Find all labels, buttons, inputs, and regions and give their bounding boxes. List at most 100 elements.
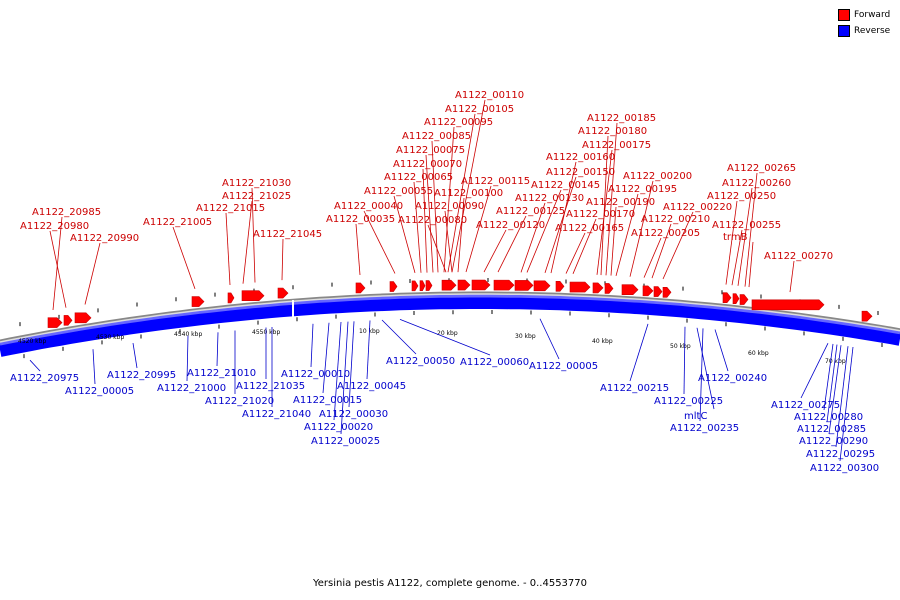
forward-gene-arrow [732,293,740,304]
forward-leader-line [550,161,577,274]
reverse-leader-line [322,322,330,394]
reverse-leader-line [683,326,686,395]
forward-leader-line [748,241,754,288]
forward-leader-line [281,238,284,281]
forward-gene-arrow [191,296,205,307]
reverse-gene-label: A1122_00280 [794,412,863,423]
reverse-gene-label: A1122_00225 [654,396,723,407]
forward-leader-line [643,237,662,278]
forward-gene-label: A1122_00190 [586,197,655,208]
forward-gene-label: A1122_20990 [70,233,139,244]
reverse-leader-line [186,335,189,382]
forward-gene-label: A1122_00210 [641,214,710,225]
forward-leader-line [49,230,67,308]
reverse-track [0,295,900,357]
forward-gene-label: A1122_00120 [476,220,545,231]
forward-leader-line [544,176,577,274]
forward-leader-line [483,229,507,273]
forward-gene-arrow [493,279,515,291]
reverse-track-highlight [0,294,900,346]
reverse-leader-line [333,321,342,421]
reverse-gene-label: A1122_00025 [311,436,380,447]
reverse-leader-line [399,318,491,356]
forward-leader-line [457,197,465,273]
scale-label: 40 kbp [592,338,613,345]
forward-gene-label: trmB [723,232,748,243]
forward-gene-label: A1122_00160 [546,152,615,163]
forward-gene-label: A1122_00095 [424,117,493,128]
scale-label: 30 kbp [515,333,536,340]
reverse-gene-label: A1122_00020 [304,422,373,433]
forward-gene-arrow [419,280,426,291]
reverse-gene-label: A1122_00005 [529,361,598,372]
reverse-gene-label: A1122_00215 [600,383,669,394]
forward-gene-arrow [47,317,63,328]
scale-label: 4530 kbp [96,334,124,341]
forward-gene-label: A1122_00260 [722,178,791,189]
forward-leader-line [520,202,546,273]
forward-leader-line [615,193,639,276]
forward-gene-arrow [277,287,289,299]
scale-label: 70 kbp [825,358,846,365]
reverse-gene-label: A1122_00285 [797,424,866,435]
forward-gene-arrow [514,280,534,291]
forward-leader-line [413,181,422,273]
reverse-leader-line [800,343,829,399]
forward-gene-label: A1122_00090 [415,201,484,212]
forward-gene-label: A1122_00130 [515,193,584,204]
forward-gene-label: A1122_00150 [546,167,615,178]
reverse-leader-line [29,359,41,372]
forward-gene-label: A1122_20985 [32,207,101,218]
forward-leader-line [497,215,527,273]
scale-label: 20 kbp [437,330,458,337]
forward-gene-arrow [662,286,672,298]
reverse-gene-label: A1122_00005 [65,386,134,397]
forward-gene-label: A1122_00065 [384,172,453,183]
forward-gene-label: A1122_21030 [222,178,291,189]
forward-gene-arrow [569,281,591,293]
forward-gene-label: A1122_21045 [253,229,322,240]
forward-gene-label: A1122_21005 [143,217,212,228]
reverse-gene-label: A1122_21040 [242,409,311,420]
forward-leader-line [172,226,196,290]
forward-leader-line [451,99,486,273]
reverse-leader-line [366,320,371,380]
forward-leader-line [251,187,256,283]
forward-gene-label: A1122_00105 [445,104,514,115]
reverse-leader-line [310,323,314,368]
forward-leader-line [422,168,428,273]
reverse-gene-label: A1122_21020 [205,396,274,407]
forward-gene-arrow [441,279,457,291]
reverse-leader-line [823,343,834,411]
forward-leader-line [610,206,617,276]
forward-gene-arrow [227,292,235,304]
forward-legend-label: Forward [854,10,891,20]
forward-gene-label: A1122_00200 [623,171,692,182]
forward-leader-line [52,216,63,311]
forward-leader-line [393,195,416,273]
reverse-leader-line [92,349,96,385]
forward-gene-arrow [861,310,873,322]
reverse-leader-line [826,344,838,423]
forward-leader-line [355,223,361,276]
forward-gene-arrow [653,286,663,297]
forward-gene-label: A1122_00195 [608,184,677,195]
reverse-gene-label: A1122_00045 [337,381,406,392]
forward-gene-arrow [592,282,604,294]
forward-gene-arrow [722,292,732,304]
forward-gene-label: A1122_00270 [764,251,833,262]
reverse-gene-label: A1122_00010 [281,369,350,380]
forward-leader-line [425,154,434,273]
reverse-leader-line [699,328,704,422]
reverse-gene-labels: A1122_20975 A1122_00005 A1122_20995 A1122_2… [10,318,879,474]
forward-gene-label: A1122_00075 [396,145,465,156]
forward-gene-arrow [751,299,825,311]
scale-label: 50 kbp [670,343,691,350]
forward-leader-line [526,189,562,273]
forward-leader-line [737,187,753,286]
genome-title: Yersinia pestis A1122, complete genome. … [312,578,588,589]
forward-gene-arrow [604,283,614,294]
forward-gene-label: A1122_00125 [496,206,565,217]
forward-leader-line [731,229,743,286]
